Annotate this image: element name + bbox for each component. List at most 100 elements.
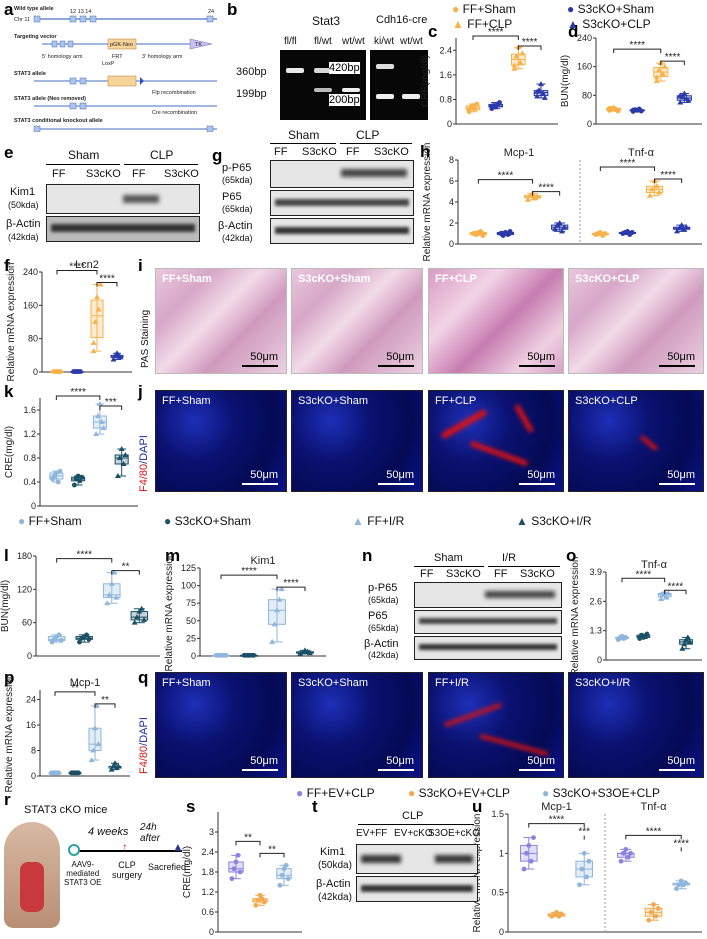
schematic-row-label: Wild type allele (14, 6, 54, 12)
panel-label-h: h (420, 142, 431, 161)
significance-stars: ** (71, 683, 79, 694)
arm5-label: 5' homology arm (42, 54, 83, 60)
data-point (110, 763, 117, 769)
blot-band-kim1 (46, 184, 200, 214)
row-label: β-Actin (364, 638, 399, 650)
panel-label-i: i (138, 256, 143, 275)
significance-bracket (235, 840, 261, 846)
row-label: β-Actin (6, 218, 41, 230)
chart-c: 0 0.8 1.6 2.4 CRE(mg/dl) **** **** (420, 27, 558, 129)
significance-bracket (94, 703, 116, 708)
data-point (86, 636, 92, 642)
panel-label-s: s (186, 797, 196, 816)
aav-label: AAV9- mediated STAT3 OE (64, 860, 102, 887)
significance-stars: **** (668, 581, 684, 592)
data-point (306, 650, 313, 656)
panel-label-l: l (4, 546, 9, 565)
scale-text: 50μm (667, 755, 695, 767)
data-point (274, 607, 280, 613)
data-point (141, 616, 148, 622)
panel-label-e: e (4, 143, 14, 162)
group-title: Mcp-1 (504, 147, 535, 159)
data-point (253, 902, 259, 908)
data-point (116, 455, 123, 460)
circle-icon: ● (542, 786, 550, 800)
data-point (113, 594, 120, 600)
chart-h: 0 2 4 6 8 Relative mRNA expression Mcp-1 **** **… (422, 143, 702, 262)
y-tick-label: 1.3 (589, 626, 602, 636)
data-point (524, 196, 531, 202)
data-point (655, 906, 661, 911)
lane-label: FF (494, 568, 508, 580)
data-point (75, 473, 81, 479)
data-point (607, 105, 613, 111)
data-point (100, 425, 107, 430)
scale-text: 50μm (250, 351, 278, 363)
cre-label: Cre recombination (152, 110, 197, 116)
size-marker: 420bp (329, 62, 360, 74)
y-tick-label: 0 (33, 367, 38, 377)
data-point (534, 193, 541, 199)
data-point (297, 650, 304, 656)
lane-label: S3cKO (446, 568, 481, 580)
data-point (71, 482, 77, 488)
y-tick-label: 0 (31, 501, 36, 511)
significance-stars: **** (549, 815, 565, 826)
panel-label-n: n (362, 546, 373, 565)
data-point (644, 631, 650, 637)
significance-bracket (654, 178, 683, 183)
group-title: Mcp-1 (541, 801, 572, 813)
significance-bracket (56, 558, 113, 563)
y-tick-label: 2.4 (201, 847, 214, 857)
significance-stars: **** (665, 52, 681, 63)
micrograph-if: FF+I/R 50μm (428, 672, 564, 778)
panel-label-d: d (568, 22, 579, 41)
scale-text: 50μm (386, 351, 414, 363)
y-axis-label: Relative mRNA expression (6, 263, 17, 382)
data-point (255, 897, 261, 903)
data-point (658, 596, 665, 602)
lane-label: FF (274, 146, 288, 158)
lane-label: fl/wt (314, 36, 332, 47)
y-tick-label: 50 (186, 616, 196, 626)
tk-label: TK (195, 42, 202, 48)
box (103, 583, 121, 599)
data-point (648, 909, 654, 915)
significance-bracket (664, 589, 687, 595)
data-point (674, 886, 679, 892)
scale-text: 50μm (667, 469, 695, 481)
y-tick-label: 24 (26, 695, 36, 705)
data-point (261, 899, 267, 905)
row-label: (42kda) (318, 892, 352, 903)
chart-title: Kim1 (250, 555, 275, 567)
y-axis-label: Relative mRNA expression (422, 143, 433, 262)
data-point (686, 638, 693, 644)
row-label: β-Actin (316, 878, 351, 890)
blot-band-kim1 (356, 844, 478, 874)
triangle-icon: ▲ (352, 514, 364, 528)
data-point (56, 632, 62, 638)
lane-label: S3cKO (164, 168, 199, 180)
data-point (474, 101, 480, 107)
data-point (653, 913, 659, 919)
data-point (517, 59, 524, 65)
significance-stars: **** (673, 838, 689, 849)
y-tick-label: 16 (26, 720, 36, 730)
data-point (271, 621, 278, 627)
row-label: P65 (222, 191, 242, 203)
micrograph-label: S3cKO+Sham (298, 273, 371, 285)
y-tick-label: 0.4 (23, 477, 36, 487)
data-point (521, 866, 527, 872)
micrograph-label: S3cKO+Sham (298, 395, 369, 407)
data-point (108, 766, 115, 772)
y-tick-label: 1.6 (439, 70, 452, 80)
row-label: (50kda) (8, 200, 39, 210)
group-label: CLP (402, 810, 424, 822)
timeline-title: STAT3 cKO mice (24, 804, 108, 816)
data-point (90, 348, 97, 354)
blot-band-p65 (414, 610, 562, 634)
frt-label: FRT (112, 54, 123, 60)
y-tick-label: 0 (447, 119, 452, 129)
y-tick-label: 0 (449, 239, 454, 249)
significance-stars: **** (76, 550, 92, 561)
